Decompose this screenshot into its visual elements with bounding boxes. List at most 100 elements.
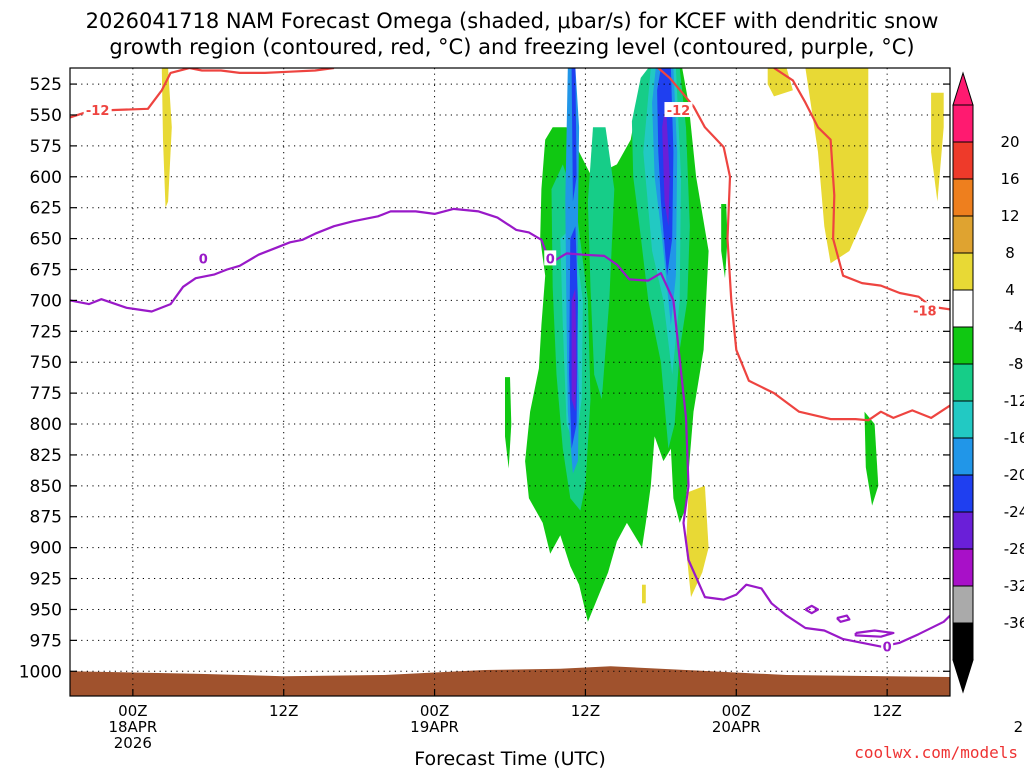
y-tick-label: 975	[30, 631, 62, 651]
freezing-level-contour-line	[854, 629, 895, 638]
x-axis-label: Forecast Time (UTC)	[414, 748, 605, 768]
contour-label-background	[910, 302, 939, 318]
x-tick-label: 19APR	[410, 718, 459, 736]
y-tick-label: 700	[30, 291, 62, 311]
colorbar-swatch	[952, 474, 974, 513]
x-tick-label: 12Z	[872, 702, 901, 720]
colorbar-bottom-arrow	[952, 659, 974, 694]
colorbar-label: -32	[1004, 577, 1024, 595]
colorbar-swatch	[952, 141, 974, 180]
x-tick-label: 20APR	[712, 718, 761, 736]
colorbar-swatch	[952, 511, 974, 550]
y-tick-label: 1000	[19, 662, 62, 682]
colorbar-swatch	[952, 104, 974, 143]
contour-label-background	[544, 250, 557, 266]
y-tick-label: 675	[30, 261, 62, 281]
colorbar-swatch	[952, 326, 974, 365]
colorbar-label: -4	[1009, 318, 1024, 336]
omega-region	[587, 127, 615, 400]
colorbar-label: 16	[1000, 170, 1019, 188]
colorbar-swatch	[952, 400, 974, 439]
colorbar-swatch	[952, 437, 974, 476]
contour-label: 0	[546, 252, 555, 267]
y-tick-label: 950	[30, 600, 62, 620]
contour-label-background	[197, 250, 210, 266]
y-tick-label: 850	[30, 477, 62, 497]
colorbar-swatch	[952, 178, 974, 217]
contour-label: -12	[667, 104, 691, 119]
omega-region	[161, 68, 172, 208]
y-tick-label: 625	[30, 199, 62, 219]
x-tick-label: 18APR	[108, 718, 157, 736]
x-axis: 00Z18APR202612Z00Z19APR12Z00Z20APR12Z00Z…	[108, 689, 1024, 752]
y-tick-label: 800	[30, 415, 62, 435]
dgz-contour-line	[657, 68, 950, 422]
omega-region	[505, 377, 512, 469]
colorbar-swatch	[952, 289, 974, 328]
freezing-level-contour-line	[836, 614, 851, 623]
x-tick-label: 00Z	[722, 702, 751, 720]
colorbar-label: -20	[1004, 466, 1024, 484]
omega-region	[662, 102, 670, 227]
x-tick-label: 12Z	[571, 702, 600, 720]
colorbar-label: -28	[1004, 540, 1024, 558]
colorbar-label: -36	[1004, 614, 1024, 632]
colorbar-swatch	[952, 363, 974, 402]
omega-shading-layer	[161, 68, 996, 622]
grid-layer	[70, 68, 950, 696]
y-tick-label: 775	[30, 384, 62, 404]
colorbar-label: -24	[1004, 503, 1024, 521]
y-tick-label: 525	[30, 75, 62, 95]
contour-layer	[70, 68, 950, 648]
omega-region	[978, 355, 996, 418]
dgz-contour-line	[773, 68, 950, 311]
freezing-level-contour-line	[70, 207, 950, 648]
contour-label-background	[83, 102, 112, 118]
y-tick-label: 600	[30, 168, 62, 188]
omega-region	[721, 204, 728, 279]
colorbar-swatch	[952, 585, 974, 624]
contour-label-background	[664, 102, 693, 118]
y-tick-label: 575	[30, 137, 62, 157]
omega-region	[571, 68, 577, 202]
colorbar-top-arrow	[952, 71, 974, 106]
plot-frame	[69, 67, 951, 697]
chart-title-line-2: growth region (contoured, red, °C) and f…	[109, 35, 914, 59]
dgz-contour-line	[70, 68, 335, 119]
colorbar-swatch	[952, 548, 974, 587]
terrain-ground	[70, 666, 950, 696]
colorbar-label: -16	[1004, 429, 1024, 447]
freezing-level-contour-line	[804, 604, 820, 615]
omega-region	[571, 288, 577, 412]
contour-label-layer: -12 -12 -18 0 0 0	[83, 102, 939, 656]
contour-label: 0	[883, 641, 892, 656]
contour-label: 0	[199, 252, 208, 267]
colorbar-label: 4	[1005, 281, 1015, 299]
colorbar-label: 12	[1000, 207, 1019, 225]
x-tick-label: 12Z	[269, 702, 298, 720]
x-tick-label: 21APR	[1014, 718, 1024, 736]
colorbar: 20 16 12 8 4 -4 -8 -12 -16 -20 -24 -28 -32 -36	[952, 71, 1024, 694]
y-tick-label: 750	[30, 353, 62, 373]
credit-text: coolwx.com/models	[854, 743, 1018, 762]
contour-label: -12	[86, 104, 110, 119]
x-tick-label: 00Z	[420, 702, 449, 720]
colorbar-swatch	[952, 215, 974, 254]
y-tick-label: 900	[30, 539, 62, 559]
colorbar-label: 8	[1005, 244, 1015, 262]
contour-label: -18	[913, 304, 937, 319]
chart-title-line-1: 2026041718 NAM Forecast Omega (shaded, μ…	[86, 9, 939, 33]
colorbar-swatch	[952, 252, 974, 291]
y-tick-label: 825	[30, 446, 62, 466]
omega-region	[931, 92, 944, 202]
y-tick-label: 650	[30, 230, 62, 250]
terrain-layer	[70, 666, 950, 696]
colorbar-swatch	[952, 622, 974, 661]
colorbar-label: 20	[1000, 133, 1019, 151]
x-tick-label: 2026	[114, 734, 152, 752]
y-tick-label: 875	[30, 508, 62, 528]
omega-region	[805, 68, 869, 264]
colorbar-label: -12	[1004, 392, 1024, 410]
contour-label-background	[881, 638, 894, 654]
